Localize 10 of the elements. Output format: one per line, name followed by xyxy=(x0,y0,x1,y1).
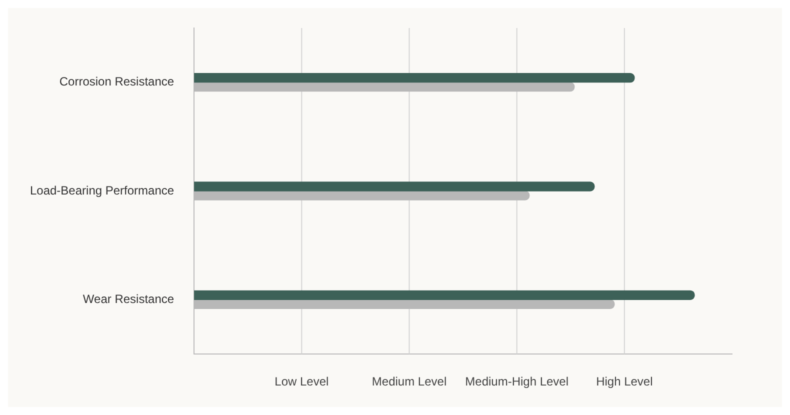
ref-line-label: Medium-High Level xyxy=(465,374,569,388)
bar xyxy=(194,290,695,300)
ref-line-label: Low Level xyxy=(274,374,329,388)
ref-line-label: Medium Level xyxy=(372,374,447,388)
y-tick-label: Wear Resistance xyxy=(82,292,174,306)
y-tick-label: Corrosion Resistance xyxy=(59,74,174,89)
ref-line-label: High Level xyxy=(596,374,653,388)
bar xyxy=(194,73,635,83)
y-tick-label: Load-Bearing Performance xyxy=(30,183,174,198)
bar xyxy=(194,182,595,192)
